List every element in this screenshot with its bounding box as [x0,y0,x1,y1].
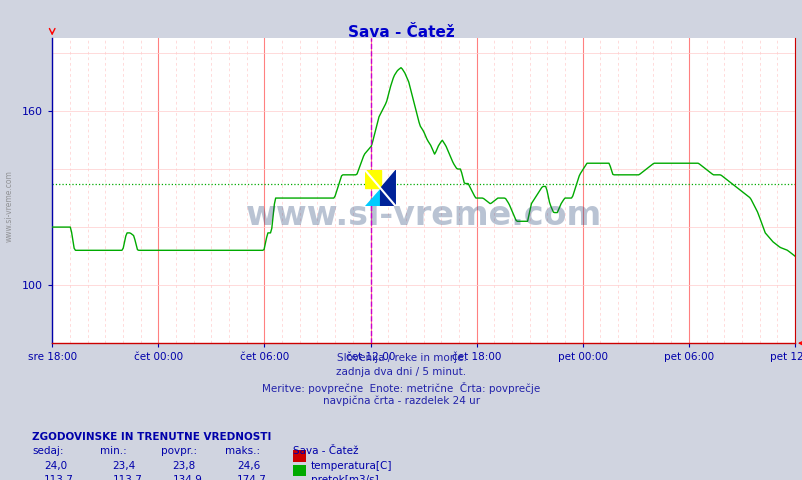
Text: ZGODOVINSKE IN TRENUTNE VREDNOSTI: ZGODOVINSKE IN TRENUTNE VREDNOSTI [32,432,271,442]
Text: 134,9: 134,9 [172,475,202,480]
Text: Meritve: povprečne  Enote: metrične  Črta: povprečje: Meritve: povprečne Enote: metrične Črta:… [262,382,540,394]
Text: 23,8: 23,8 [172,461,196,471]
Text: sedaj:: sedaj: [32,446,63,456]
Text: min.:: min.: [100,446,127,456]
Text: povpr.:: povpr.: [160,446,196,456]
Text: www.si-vreme.com: www.si-vreme.com [5,170,14,242]
Text: maks.:: maks.: [225,446,260,456]
Text: Slovenija / reke in morje.: Slovenija / reke in morje. [336,353,466,363]
Text: 24,0: 24,0 [44,461,67,471]
Polygon shape [380,170,395,206]
Text: zadnja dva dni / 5 minut.: zadnja dva dni / 5 minut. [336,367,466,377]
Bar [365,170,380,189]
Text: Sava - Čatež: Sava - Čatež [348,25,454,40]
Text: temperatura[C]: temperatura[C] [310,461,391,471]
Text: pretok[m3/s]: pretok[m3/s] [310,475,378,480]
Text: 113,7: 113,7 [112,475,142,480]
Text: navpična črta - razdelek 24 ur: navpična črta - razdelek 24 ur [322,396,480,407]
Text: 174,7: 174,7 [237,475,266,480]
Text: 23,4: 23,4 [112,461,136,471]
Text: Sava - Čatež: Sava - Čatež [293,446,358,456]
Text: 24,6: 24,6 [237,461,260,471]
Text: www.si-vreme.com: www.si-vreme.com [245,199,601,232]
Polygon shape [365,189,380,206]
Text: 113,7: 113,7 [44,475,74,480]
